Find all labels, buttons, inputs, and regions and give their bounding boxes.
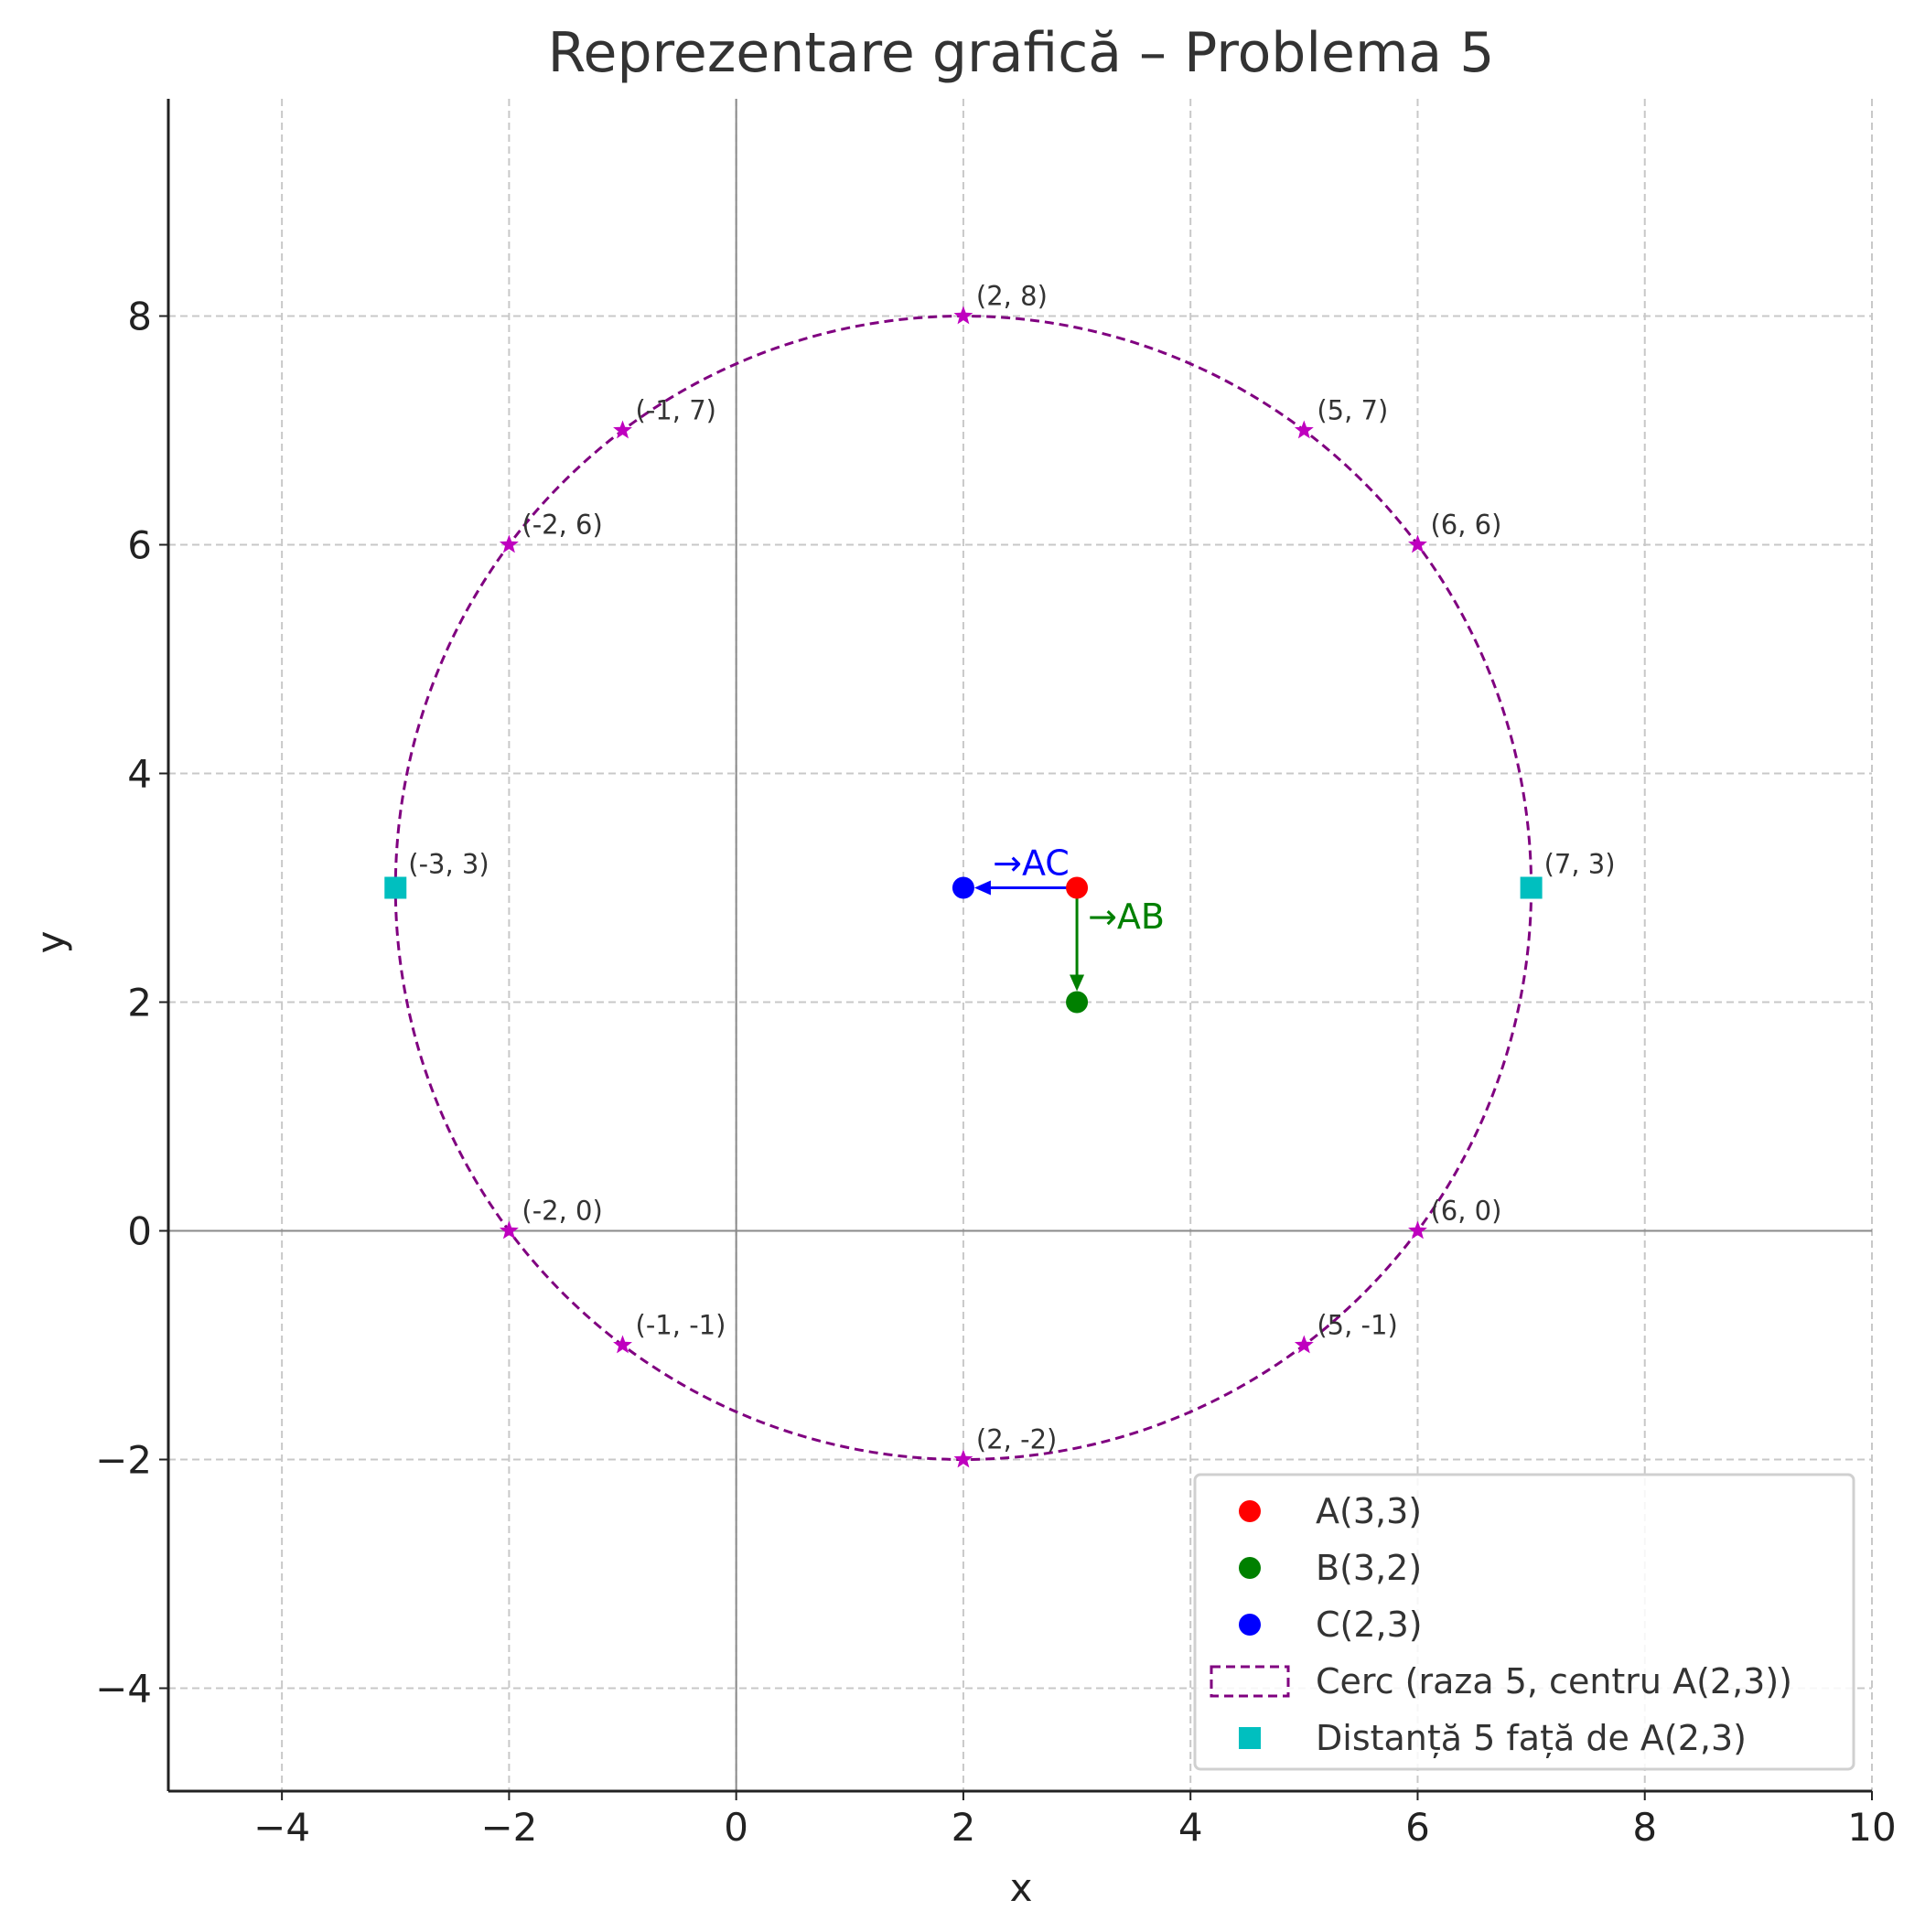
chart-title: Reprezentare grafică – Problema 5: [548, 21, 1495, 85]
legend-label: B(3,2): [1316, 1548, 1422, 1588]
point-c: [952, 876, 974, 899]
distance-5-square: [384, 876, 407, 899]
distance-5-label: (7, 3): [1544, 849, 1616, 880]
y-tick-label: 4: [127, 752, 152, 797]
legend-label: C(2,3): [1316, 1605, 1423, 1645]
zero-axes: [168, 99, 1872, 1791]
circle-point-label: (5, -1): [1317, 1310, 1397, 1341]
x-tick-label: −4: [253, 1805, 310, 1850]
point-b: [1066, 991, 1089, 1014]
legend-label: Cerc (raza 5, centru A(2,3)): [1316, 1661, 1792, 1701]
circle-point-star: [613, 420, 632, 439]
x-tick-label: −2: [480, 1805, 537, 1850]
y-tick-label: −4: [95, 1667, 152, 1712]
x-axis-label: x: [1010, 1865, 1033, 1910]
plot-frame: [167, 99, 1872, 1793]
vector-arrowhead: [973, 880, 991, 896]
circle-point-label: (-2, 6): [522, 510, 602, 541]
circle-point-star: [1294, 1335, 1314, 1354]
y-tick-label: 6: [127, 523, 152, 568]
y-axis-label: y: [28, 931, 73, 954]
circle-point-label: (-1, -1): [636, 1310, 726, 1341]
y-tick-label: 2: [127, 981, 152, 1025]
circle-point-star: [953, 306, 973, 325]
x-tick-label: 0: [724, 1805, 748, 1850]
circle-point-label: (6, 0): [1430, 1196, 1501, 1227]
circle-point-star: [613, 1335, 632, 1354]
circle-point-star: [499, 534, 519, 553]
distance-5-square: [1520, 876, 1543, 899]
x-tick-label: 4: [1178, 1805, 1203, 1850]
vector-label: →AB: [1088, 896, 1165, 937]
x-tick-label: 2: [952, 1805, 976, 1850]
circle-point-label: (2, 8): [976, 281, 1048, 312]
legend-marker-point: [1239, 1500, 1261, 1522]
marks: (2, 8) (-1, 7) (5, 7) (-2, 6) (6, 6) (-2, 0) (…: [384, 281, 1616, 1468]
circle-point-star: [499, 1220, 519, 1240]
vector-arrowhead: [1070, 974, 1085, 992]
legend-label: A(3,3): [1316, 1491, 1422, 1531]
circle-point-star: [1408, 1220, 1427, 1240]
y-tick-label: 8: [127, 295, 152, 339]
x-tick-label: 10: [1847, 1805, 1896, 1850]
circle-point-star: [953, 1449, 973, 1468]
legend-marker-circle: [1210, 1665, 1290, 1698]
vector-label: →AC: [993, 843, 1070, 884]
legend: A(3,3) B(3,2) C(2,3) Cerc (raza 5, centru A…: [1193, 1473, 1855, 1771]
legend-label: Distanță 5 față de A(2,3): [1316, 1718, 1747, 1758]
circle-point-star: [1294, 420, 1314, 439]
point-a: [1066, 876, 1089, 899]
circle-point-label: (5, 7): [1317, 395, 1388, 426]
distance-5-label: (-3, 3): [408, 849, 489, 880]
y-tick-label: 0: [127, 1209, 152, 1254]
legend-marker-square: [1239, 1727, 1261, 1749]
ticks: −4 −2 0 2 4 6 8 10 −4 −2 0 2 4 6 8: [95, 295, 1897, 1851]
circle-point-star: [1408, 534, 1427, 553]
legend-marker-point: [1239, 1614, 1261, 1636]
circle-point-label: (-2, 0): [522, 1196, 602, 1227]
x-tick-label: 6: [1405, 1805, 1430, 1850]
legend-box: [1193, 1473, 1855, 1771]
legend-marker-point: [1239, 1557, 1261, 1579]
x-tick-label: 8: [1632, 1805, 1657, 1850]
circle-point-label: (-1, 7): [636, 395, 716, 426]
circle-point-label: (2, -2): [976, 1424, 1057, 1455]
y-tick-label: −2: [95, 1438, 152, 1483]
circle-point-label: (6, 6): [1430, 510, 1501, 541]
